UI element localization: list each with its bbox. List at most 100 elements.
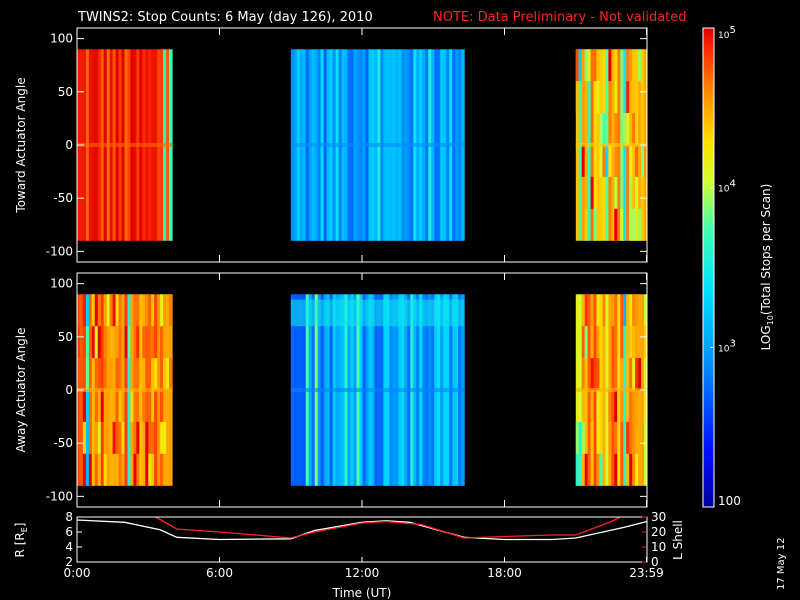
- away-heatmap-cell: [85, 326, 90, 359]
- toward-heatmap-cell: [575, 49, 580, 82]
- away-heatmap-cell: [103, 326, 108, 359]
- toward-ytick-label: -50: [53, 191, 73, 205]
- away-heatmap-cell: [584, 453, 589, 486]
- toward-heatmap-cell: [635, 145, 639, 177]
- colorbar-tick-label: 100: [718, 494, 741, 508]
- toward-heatmap-cell: [578, 49, 583, 82]
- toward-ytick-label: 50: [58, 85, 73, 99]
- away-heatmap-cell: [106, 294, 111, 327]
- away-ytick-label: -100: [46, 489, 73, 503]
- toward-yticks: 100 50 0 -50 -100: [46, 28, 648, 262]
- away-heatmap-cell: [115, 326, 120, 359]
- toward-heatmap-cell: [614, 49, 618, 82]
- away-heatmap-cell: [85, 453, 90, 486]
- away-heatmap-cell: [103, 453, 108, 486]
- away-heatmap-cell: [160, 390, 164, 422]
- toward-heatmap-cell: [599, 113, 604, 145]
- away-heatmap-cell: [578, 421, 583, 454]
- toward-heatmap-cell: [608, 49, 612, 82]
- away-ylabel: Away Actuator Angle: [14, 327, 28, 452]
- toward-heatmap-cell: [614, 176, 618, 209]
- time-xtick-label: 18:00: [487, 566, 522, 580]
- away-heatmap-cell: [97, 326, 102, 359]
- away-heatmap-cell: [127, 326, 132, 359]
- away-heatmap-cell: [82, 358, 87, 390]
- away-heatmap-cell: [97, 358, 102, 390]
- colorbar-tick-exp: 3: [729, 338, 735, 349]
- away-heatmap-cell: [593, 294, 598, 327]
- time-xtick-label: 6:00: [206, 566, 233, 580]
- away-ytick-label: 100: [50, 277, 73, 291]
- time-xtick-label: 12:00: [345, 566, 380, 580]
- away-heatmap-cell: [139, 390, 143, 422]
- toward-heatmap-cell: [626, 81, 630, 114]
- away-high-angle-band: [290, 299, 465, 327]
- away-heatmap-cell: [160, 294, 164, 327]
- away-heatmap-cell: [163, 421, 167, 454]
- away-heatmap-cell: [91, 326, 96, 359]
- toward-heatmap-cell: [599, 176, 604, 209]
- away-heatmap-cell: [82, 421, 87, 454]
- colorbar-tick-base: 10: [718, 344, 730, 354]
- away-heatmap-cell: [97, 421, 102, 454]
- away-heatmap-cell: [632, 294, 636, 327]
- away-heatmap-cell: [94, 326, 99, 359]
- toward-heatmap-cell: [632, 113, 636, 145]
- away-heatmap-cell: [91, 294, 96, 327]
- away-heatmap-cell: [115, 294, 120, 327]
- away-zero-band: [290, 388, 465, 392]
- away-heatmap-cell: [118, 390, 123, 422]
- away-heatmap-cell: [578, 453, 583, 486]
- r-ylabel-sub: E: [20, 527, 29, 532]
- toward-heatmap-cell: [623, 113, 627, 145]
- away-heatmap-cell: [596, 453, 601, 486]
- toward-heatmap-cell: [629, 49, 633, 82]
- toward-heatmap-cell: [575, 81, 580, 114]
- away-heatmap-cell: [160, 421, 164, 454]
- away-heatmap-cell: [581, 421, 586, 454]
- toward-heatmap-cell: [629, 208, 633, 241]
- lshell-ytick-label: 0: [651, 555, 659, 569]
- away-heatmap-cell: [608, 390, 612, 422]
- away-heatmap-cell: [130, 390, 134, 422]
- away-heatmap-cell: [77, 358, 81, 390]
- colorbar-tick-exp: 4: [729, 179, 735, 190]
- away-heatmap-cell: [94, 294, 99, 327]
- colorbar-tick-base: 10: [718, 185, 730, 195]
- toward-zero-band: [290, 143, 465, 147]
- colorbar-tick-label: 105: [718, 25, 736, 41]
- away-heatmap-cell: [121, 421, 126, 454]
- away-heatmap-cell: [644, 390, 647, 422]
- away-heatmap-cell: [620, 390, 624, 422]
- away-heatmap-cell: [590, 294, 595, 327]
- toward-heatmap-cell: [635, 208, 639, 241]
- away-heatmap-cell: [632, 358, 636, 390]
- toward-heatmap-cell: [638, 208, 642, 241]
- away-heatmap-cell: [97, 453, 102, 486]
- toward-heatmap-cell: [599, 145, 604, 177]
- r-ytick-label: 2: [65, 555, 73, 569]
- toward-ylabel: Toward Actuator Angle: [14, 77, 28, 213]
- lshell-ylabel: L Shell: [671, 520, 685, 560]
- time-xtick-label: 23:59: [629, 566, 664, 580]
- away-heatmap-cell: [103, 358, 108, 390]
- toward-heatmap-cell: [590, 176, 595, 209]
- away-heatmap-cell: [620, 358, 624, 390]
- away-heatmap-cell: [145, 294, 149, 327]
- toward-heatmap-cell: [602, 113, 607, 145]
- colorbar-label-log: LOG: [759, 325, 773, 350]
- colorbar-label-sub: 10: [766, 315, 775, 325]
- away-heatmap-cell: [629, 294, 633, 327]
- away-heatmap: [77, 294, 647, 486]
- colorbar-gradient: [702, 27, 715, 508]
- away-heatmap-cell: [77, 326, 81, 359]
- toward-heatmap-cell: [635, 113, 639, 145]
- toward-heatmap-cell: [614, 208, 618, 241]
- away-heatmap-cell: [581, 358, 586, 390]
- away-heatmap-cell: [124, 326, 129, 359]
- away-heatmap-cell: [590, 326, 595, 359]
- away-heatmap-cell: [148, 453, 152, 486]
- toward-heatmap-cell: [584, 49, 589, 82]
